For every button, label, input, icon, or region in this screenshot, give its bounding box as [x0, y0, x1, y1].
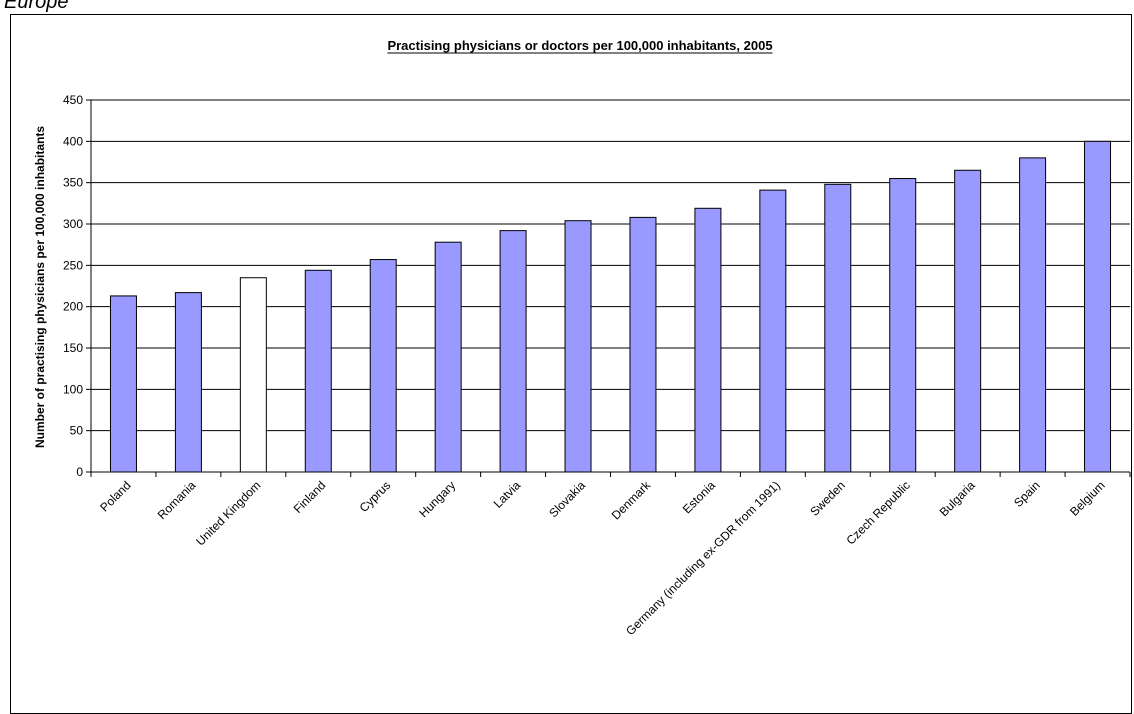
y-tick-label: 450: [63, 93, 83, 107]
y-tick-label: 350: [63, 176, 83, 190]
x-tick-label: Sweden: [807, 478, 848, 519]
bar: [369, 259, 397, 473]
bar: [109, 295, 137, 473]
y-axis-label: Number of practising physicians per 100,…: [33, 126, 47, 448]
bar: [824, 183, 852, 473]
bar: [954, 169, 982, 473]
bar: [434, 241, 462, 473]
bar: [694, 207, 722, 473]
x-tick-label: Belgium: [1067, 478, 1108, 519]
y-tick-label: 400: [63, 134, 83, 148]
x-tick-label: Latvia: [491, 478, 524, 511]
page-heading: Europe: [4, 0, 69, 13]
x-tick-label: Slovakia: [546, 478, 588, 520]
y-tick-label: 200: [63, 300, 83, 314]
y-axis-ticks: 0 50 100 150 200 250 300 350 400 450: [63, 93, 91, 479]
x-tick-label: Estonia: [680, 478, 718, 516]
y-tick-label: 50: [70, 424, 84, 438]
x-tick-label: Bulgaria: [937, 478, 978, 519]
bar: [889, 178, 917, 473]
chart-title: Practising physicians or doctors per 100…: [387, 38, 772, 53]
x-tick-label: Finland: [291, 478, 329, 516]
x-tick-label: Czech Republic: [844, 478, 913, 547]
y-tick-label: 250: [63, 258, 83, 272]
y-tick-label: 0: [76, 465, 83, 479]
axes: [90, 100, 1130, 473]
bar: [564, 220, 592, 473]
y-tick-label: 300: [63, 217, 83, 231]
x-tick-label: United Kingdom: [193, 478, 263, 548]
bar: [239, 277, 267, 473]
x-tick-label: Poland: [97, 478, 133, 514]
x-tick-label: Denmark: [609, 478, 654, 523]
bar: [499, 230, 527, 473]
x-tick-label: Romania: [155, 478, 199, 522]
y-tick-label: 100: [63, 382, 83, 396]
x-tick-label: Spain: [1011, 478, 1043, 510]
bar: [1019, 157, 1047, 473]
x-tick-label: Hungary: [416, 478, 458, 520]
bar: [629, 216, 657, 473]
x-tick-label: Cyprus: [357, 478, 394, 515]
bar: [1084, 140, 1112, 473]
bar: [304, 269, 332, 473]
bar: [759, 189, 787, 473]
bars: [109, 140, 1112, 473]
y-tick-label: 150: [63, 341, 83, 355]
bar: [174, 292, 202, 473]
